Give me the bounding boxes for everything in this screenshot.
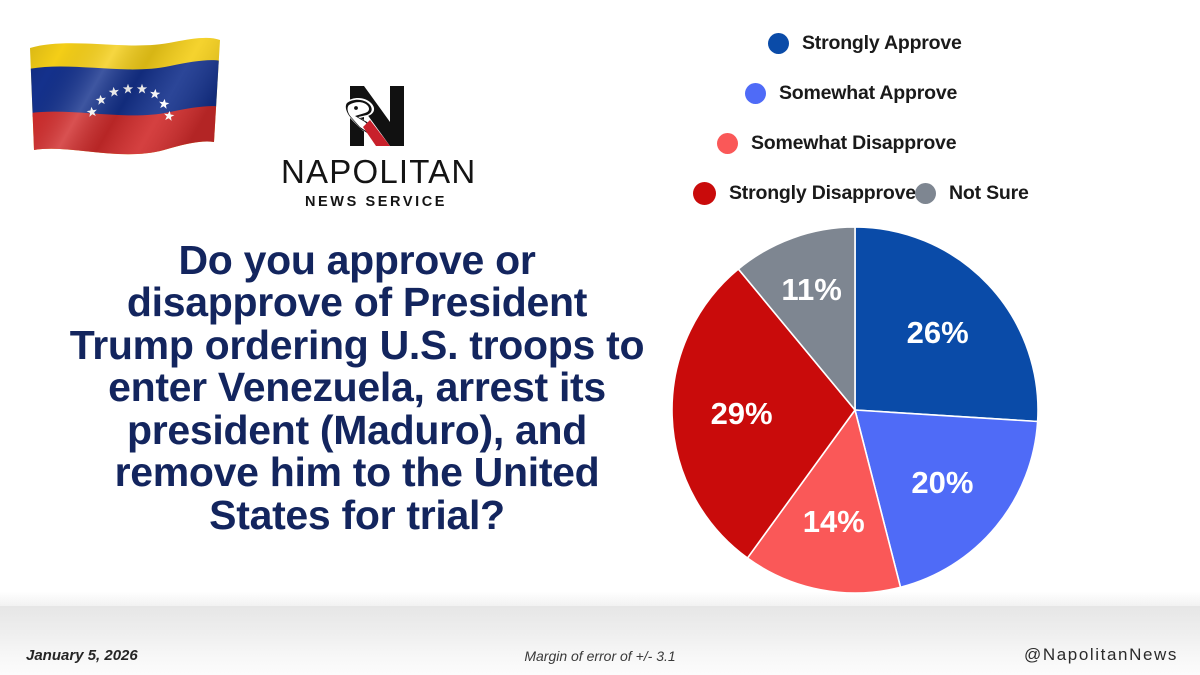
pie-chart-svg[interactable]: 26% 20% 14% 29% 11%	[655, 210, 1055, 610]
poll-date: January 5, 2026	[26, 647, 138, 664]
legend-swatch-icon	[745, 83, 766, 104]
legend-label: Somewhat Disapprove	[751, 132, 957, 154]
legend-label: Strongly Approve	[802, 32, 962, 54]
legend-label: Strongly Disapprove	[729, 182, 916, 204]
pie-slice-label: 20%	[911, 465, 973, 500]
margin-of-error: Margin of error of +/- 3.1	[524, 648, 676, 664]
pie-slice[interactable]	[737, 226, 856, 413]
social-handle: @NapolitanNews	[1024, 645, 1178, 664]
napolitan-logo: NAPOLITAN NEWS SERVICE	[281, 80, 477, 210]
legend-label: Not Sure	[949, 182, 1029, 204]
venezuela-flag-icon	[24, 26, 224, 166]
pie-slice[interactable]	[671, 267, 857, 560]
chart-legend: Strongly Approve Somewhat Approve Somewh…	[660, 22, 1200, 212]
legend-item-strongly-approve[interactable]: Strongly Approve	[768, 32, 962, 55]
pie-slice[interactable]	[853, 409, 1039, 589]
legend-item-somewhat-approve[interactable]: Somewhat Approve	[745, 82, 957, 105]
legend-swatch-icon	[768, 33, 789, 54]
legend-swatch-icon	[693, 182, 716, 205]
legend-item-not-sure[interactable]: Not Sure	[915, 182, 1029, 205]
pie-slice[interactable]	[854, 226, 1039, 423]
legend-swatch-icon	[915, 183, 936, 204]
pie-slice-label: 26%	[907, 315, 969, 350]
pie-slice-label: 29%	[711, 396, 773, 431]
logo-wordmark: NAPOLITAN	[281, 153, 477, 190]
napolitan-eagle-n-icon	[344, 86, 404, 146]
logo-tagline: NEWS SERVICE	[304, 194, 448, 210]
poll-question: Do you approve or disapprove of Presiden…	[69, 237, 645, 538]
legend-item-strongly-disapprove[interactable]: Strongly Disapprove	[693, 182, 916, 205]
pie-slice-label: 14%	[803, 504, 865, 539]
pie-slice[interactable]	[746, 408, 902, 594]
legend-item-somewhat-disapprove[interactable]: Somewhat Disapprove	[717, 132, 957, 155]
legend-swatch-icon	[717, 133, 738, 154]
pie-chart: 26% 20% 14% 29% 11%	[655, 210, 1055, 610]
legend-label: Somewhat Approve	[779, 82, 958, 104]
footer-background-band	[0, 592, 1200, 675]
pie-slice-label: 11%	[781, 272, 841, 307]
